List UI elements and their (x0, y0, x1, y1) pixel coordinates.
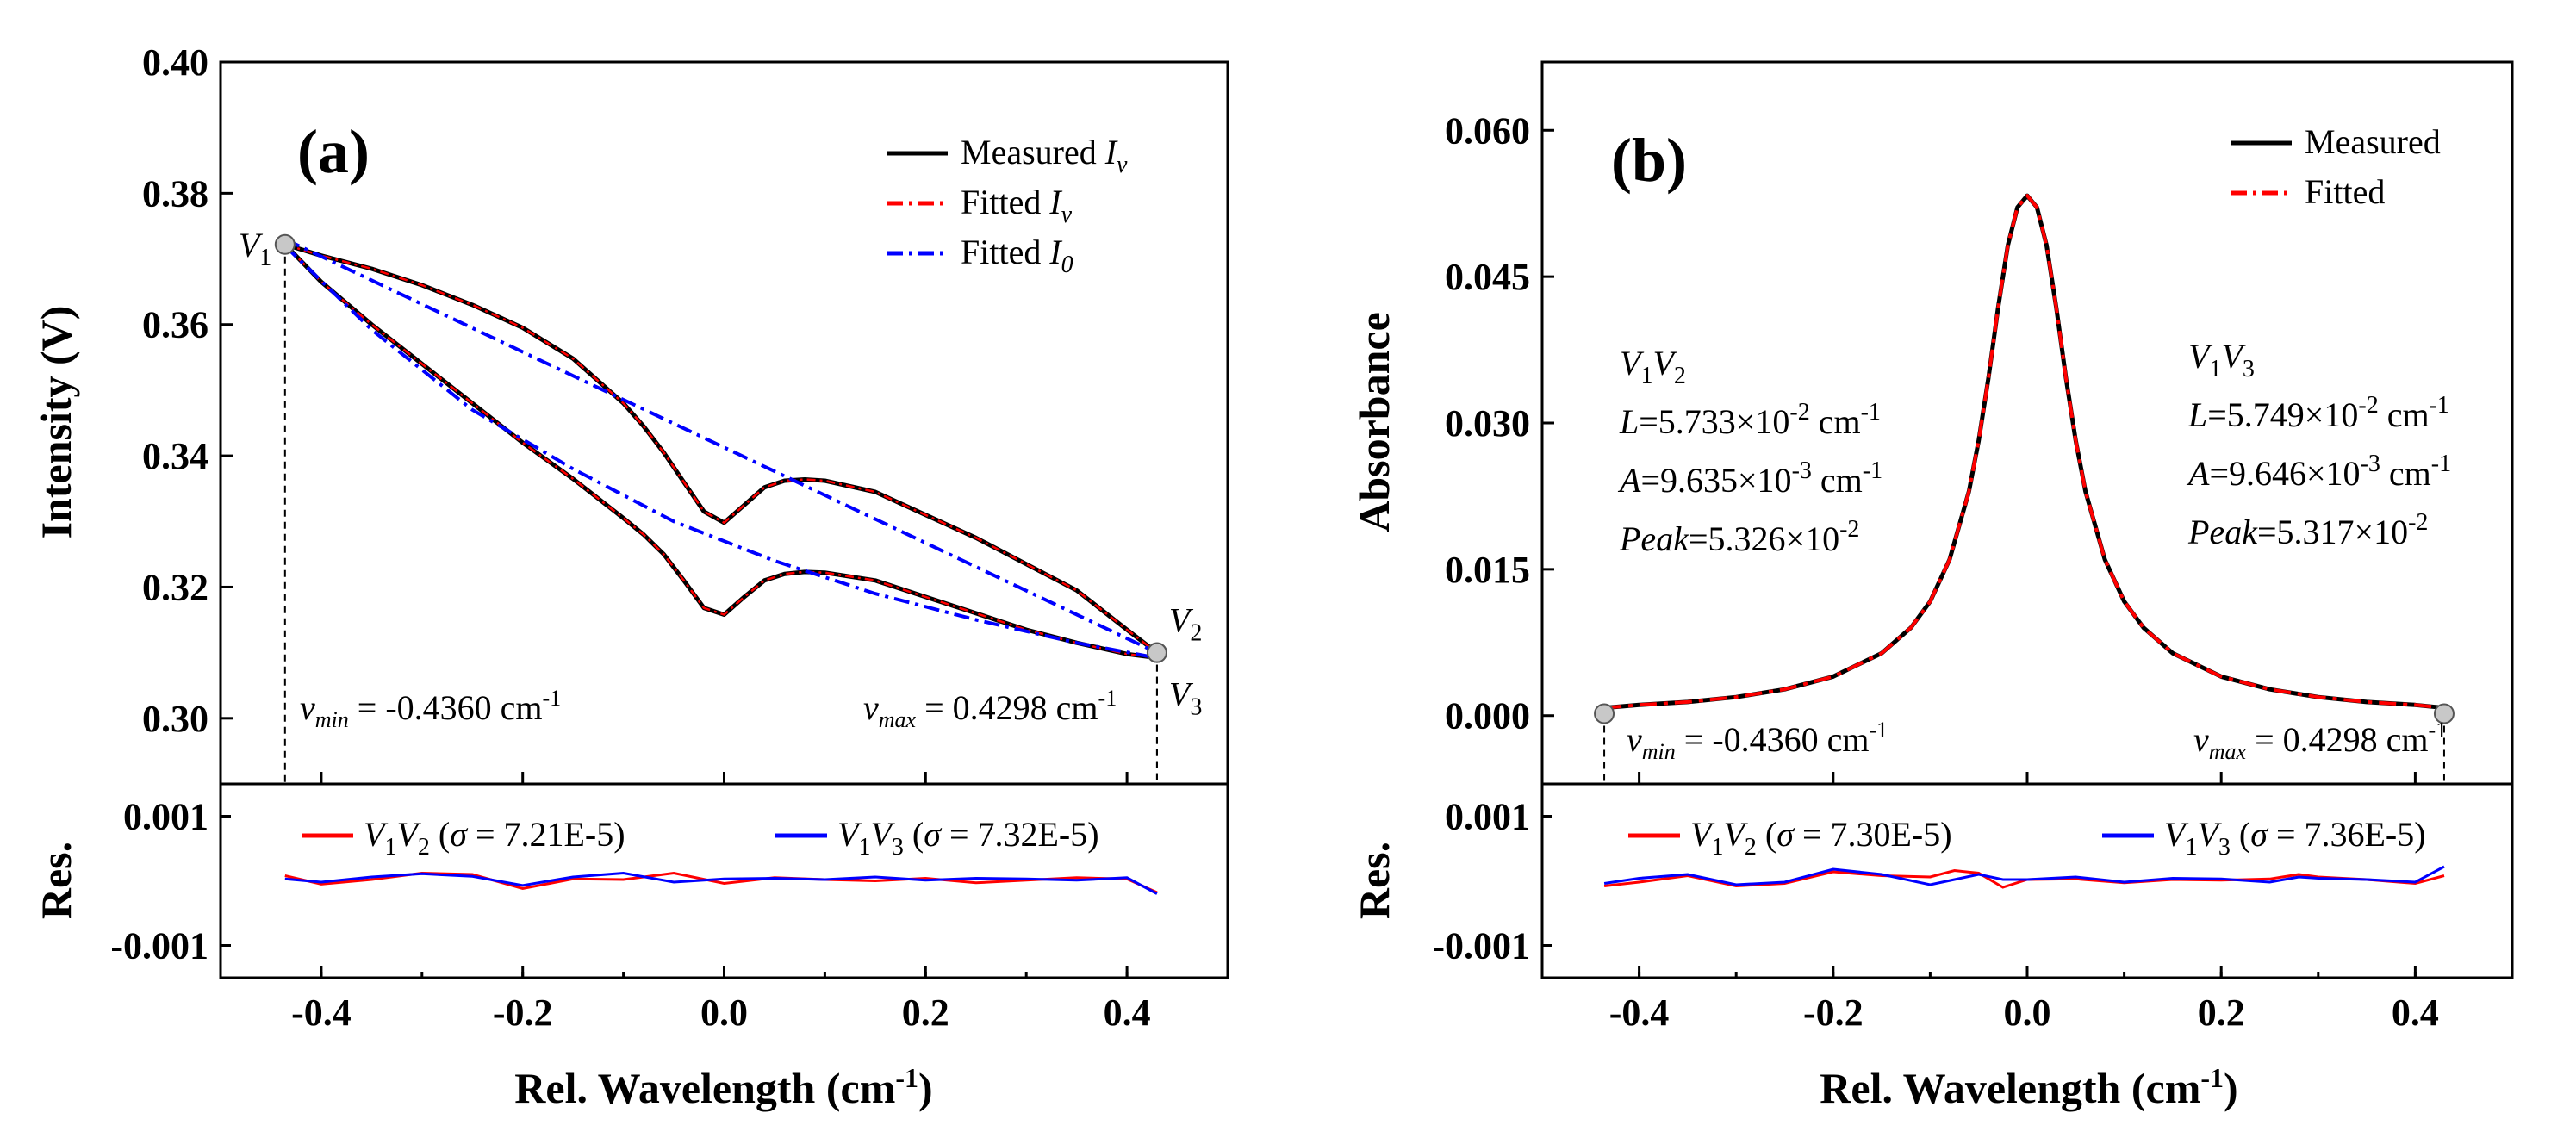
legend-label: Fitted (2305, 172, 2385, 211)
res-legend-label: V1V3 (σ = 7.32E-5) (837, 815, 1099, 861)
res-y-tick-label: -0.001 (1432, 925, 1530, 967)
legend-label: Measured Iv (961, 133, 1128, 178)
res-y-tick-label: 0.001 (1445, 796, 1530, 838)
residual-line (284, 871, 1158, 895)
y-tick-label: 0.34 (142, 435, 208, 477)
y-tick-label: 0.000 (1445, 695, 1530, 737)
legend-label: Fitted I0 (961, 233, 1073, 278)
res-y-tick-label: -0.001 (110, 925, 208, 967)
res-legend-label: V1V3 (σ = 7.36E-5) (2164, 815, 2426, 861)
endpoint-marker (1146, 642, 1167, 663)
panel-b-curves (1603, 193, 2445, 711)
panel-b-residual-curves (1603, 865, 2445, 889)
x-tick-label: 0.0 (2004, 992, 2051, 1034)
x-tick-label: -0.4 (291, 992, 352, 1034)
x-tick-label: 0.0 (700, 992, 748, 1034)
series-line (283, 237, 1158, 655)
panel-b-letter: (b) (1611, 126, 1687, 195)
annot-v1v2-l: L=5.733×10-2 cm-1 (1619, 399, 1881, 441)
endpoint-marker (274, 233, 296, 255)
panel-a-res-ylabel: Res. (32, 842, 80, 919)
x-tick-label: -0.4 (1609, 992, 1670, 1034)
v1-label: V1 (239, 226, 271, 271)
annot-v1v2-title: V1V2 (1620, 344, 1686, 389)
y-tick-label: 0.38 (142, 172, 208, 214)
endpoint-marker (2433, 703, 2455, 724)
y-tick-label: 0.32 (142, 566, 208, 608)
residual-line (1603, 865, 2445, 886)
x-tick-label: 0.2 (902, 992, 949, 1034)
panel-a: -0.4 -0.2 0.0 0.2 0.4 0.30 0.32 0.34 0.36 0.38 0.4… (32, 41, 1229, 1112)
panel-a-letter: (a) (297, 117, 370, 186)
vmax-label: vmax = 0.4298 cm-1 (863, 686, 1117, 732)
panel-a-curves (283, 237, 1159, 661)
x-tick-label: 0.4 (1104, 992, 1151, 1034)
panel-b-res-ylabel: Res. (1350, 842, 1398, 919)
panel-a-residual-curves (284, 871, 1158, 895)
panel-b-xlabel: Rel. Wavelength (cm-1) (1820, 1062, 2237, 1112)
annot-v1v2-peak: Peak=5.326×10-2 (1619, 516, 1859, 558)
vmin-label: vmin = -0.4360 cm-1 (1627, 718, 1888, 764)
v2-label: V2 (1169, 601, 1202, 647)
annot-v1v3-peak: Peak=5.317×10-2 (2187, 509, 2428, 551)
panel-a-ylabel: Intensity (V) (32, 306, 80, 539)
v3-label: V3 (1169, 675, 1202, 721)
panel-a-xlabel: Rel. Wavelength (cm-1) (514, 1062, 932, 1112)
y-tick-label: 0.030 (1445, 402, 1530, 445)
vmax-label: vmax = 0.4298 cm-1 (2193, 718, 2447, 764)
fitted-iv-line (283, 243, 1158, 659)
x-tick-label: -0.2 (493, 992, 553, 1034)
vmin-label: vmin = -0.4360 cm-1 (300, 686, 561, 732)
x-tick-label: 0.4 (2392, 992, 2439, 1034)
series-line (1603, 194, 2445, 710)
res-legend-label: V1V2 (σ = 7.21E-5) (364, 815, 625, 861)
legend-label: Fitted Iv (961, 183, 1073, 228)
x-tick-label: -0.2 (1803, 992, 1864, 1034)
y-tick-label: 0.30 (142, 698, 208, 740)
y-tick-label: 0.40 (142, 41, 208, 84)
annot-v1v3-l: L=5.749×10-2 cm-1 (2187, 392, 2449, 434)
panel-b-ylabel: Absorbance (1350, 312, 1398, 532)
x-tick-label: 0.2 (2198, 992, 2245, 1034)
fitted-iv-line (284, 243, 1158, 654)
y-tick-label: 0.060 (1445, 109, 1530, 152)
endpoint-marker (1594, 703, 1615, 724)
residual-line (284, 871, 1158, 894)
series-line (1603, 193, 2445, 711)
series-line (283, 243, 1158, 661)
y-tick-label: 0.045 (1445, 256, 1530, 298)
annot-v1v2-a: A=9.635×10-3 cm-1 (1617, 457, 1882, 500)
series-line (283, 244, 1158, 660)
legend-label: Measured (2305, 122, 2441, 161)
panel-b: -0.4 -0.2 0.0 0.2 0.4 0.000 0.015 0.030 0.045 0.0… (1350, 60, 2514, 1112)
annot-v1v3-a: A=9.646×10-3 cm-1 (2186, 451, 2451, 493)
res-y-tick-label: 0.001 (123, 796, 208, 838)
res-legend-label: V1V2 (σ = 7.30E-5) (1690, 815, 1952, 861)
y-tick-label: 0.36 (142, 304, 208, 346)
annot-v1v3-title: V1V3 (2188, 337, 2255, 382)
y-tick-label: 0.015 (1445, 549, 1530, 591)
